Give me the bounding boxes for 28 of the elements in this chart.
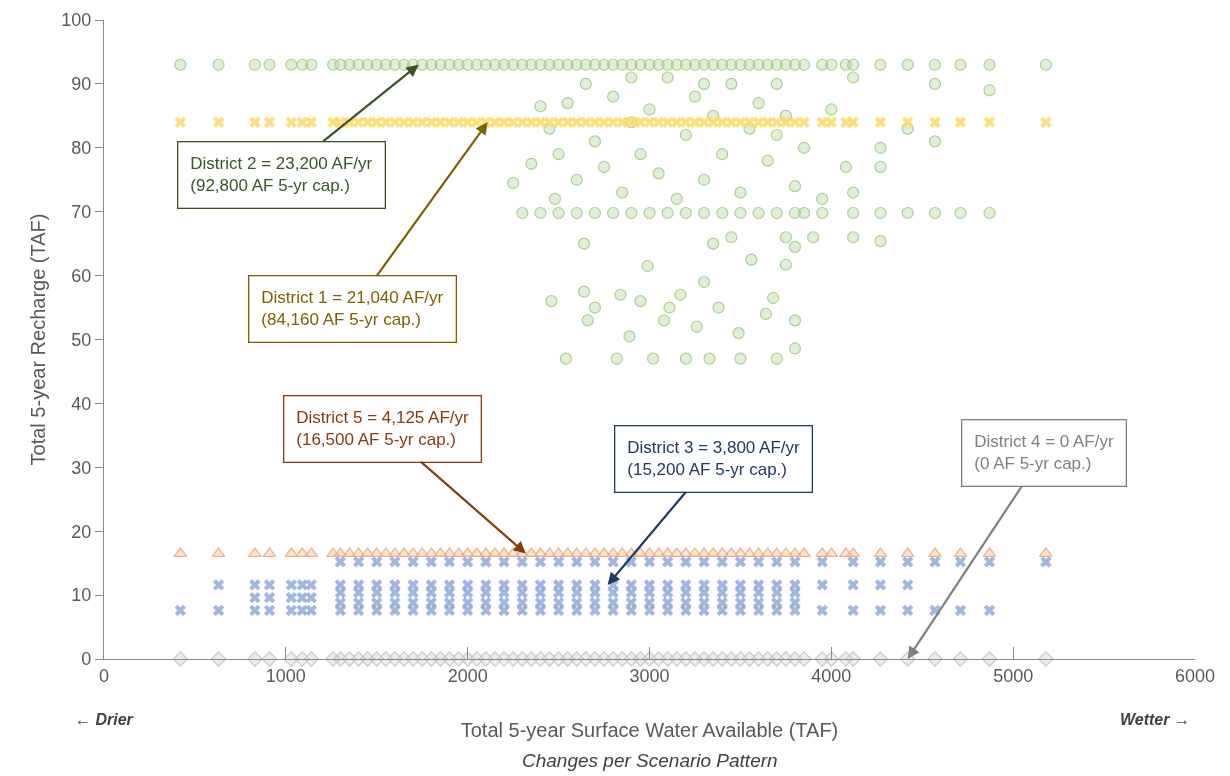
y-tick-label: 80 xyxy=(71,138,92,159)
y-tick-label: 100 xyxy=(61,10,92,31)
text: Changes per Scenario Pattern xyxy=(522,750,778,771)
x-tick-label: 0 xyxy=(98,665,110,686)
y-tick-label: 90 xyxy=(71,74,92,95)
x-tick-label: 6000 xyxy=(1174,665,1216,686)
y-tick-label: 60 xyxy=(71,265,92,286)
x-tick-label: 5000 xyxy=(993,665,1034,686)
x-axis-title: Total 5-year Surface Water Available (TAF) xyxy=(460,719,839,742)
y-tick-label: 20 xyxy=(71,521,92,542)
text: Wetter → xyxy=(1120,711,1190,728)
annotation: District 1 = 21,040 AF/yr (84,160 AF 5-yr cap.) xyxy=(261,288,444,330)
x-tick-label: 2000 xyxy=(447,665,488,686)
y-axis-title: Total 5-year Recharge (TAF) xyxy=(26,213,49,466)
annotation: District 4 = 0 AF/yr (0 AF 5-yr cap.) xyxy=(974,432,1114,474)
x-tick-label: 1000 xyxy=(265,665,306,686)
x-tick-label: 4000 xyxy=(811,665,852,686)
y-tick-label: 0 xyxy=(81,649,92,670)
annotation: District 5 = 4,125 AF/yr (16,500 AF 5-yr cap.) xyxy=(296,408,470,450)
y-tick-label: 30 xyxy=(71,457,92,478)
y-tick-label: 50 xyxy=(71,329,92,350)
text: ← Drier xyxy=(75,711,134,728)
y-tick-label: 70 xyxy=(71,202,92,222)
x-tick-label: 3000 xyxy=(629,665,670,686)
y-tick-label: 10 xyxy=(71,585,92,606)
annotation: District 3 = 3,800 AF/yr (15,200 AF 5-yr cap.) xyxy=(627,438,801,480)
y-tick-label: 40 xyxy=(71,393,92,414)
annotation: District 2 = 23,200 AF/yr (92,800 AF 5-yr cap.) xyxy=(190,154,373,196)
